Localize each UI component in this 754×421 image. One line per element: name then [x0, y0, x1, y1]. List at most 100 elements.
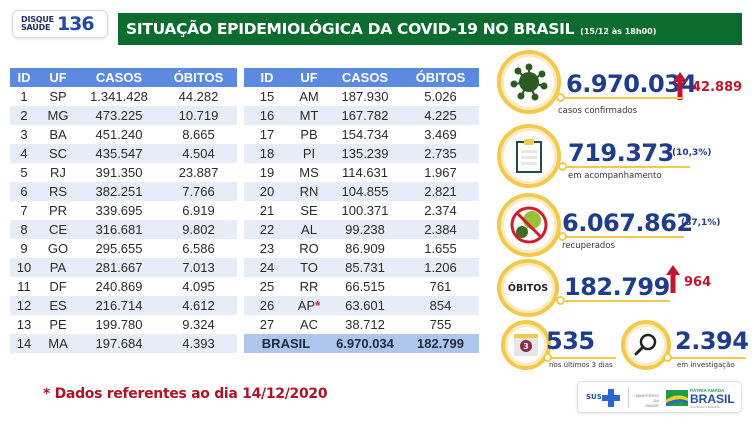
cell-obitos: 6.919 [182, 203, 215, 218]
table-row: 2 MG 473.225 10.719 [10, 106, 237, 125]
cell-obitos: 1.655 [424, 241, 457, 256]
table-row: 5 RJ 391.350 23.887 [10, 163, 237, 182]
cell-casos: 382.251 [78, 182, 160, 201]
table-row: 10 PA 281.667 7.013 [10, 258, 237, 277]
table-row: 15 AM 187.930 5.026 [244, 87, 479, 106]
divider-dot [556, 93, 565, 102]
cell-obitos: 2.374 [424, 203, 457, 218]
total-obitos: 182.799 [402, 334, 479, 353]
page-title: SITUAÇÃO EPIDEMIOLÓGICA DA COVID-19 NO B… [126, 20, 575, 38]
table-total-row: BRASIL 6.970.034 182.799 [244, 334, 479, 353]
divider-dot [556, 296, 565, 305]
confirmed-cases-value: 6.970.034 [566, 70, 697, 98]
col-obitos: ÓBITOS [160, 68, 237, 87]
cell-casos: 281.667 [78, 258, 160, 277]
table-row: 6 RS 382.251 7.766 [10, 182, 237, 201]
cell-id: 21 [259, 203, 275, 218]
cell-uf: AP* [290, 296, 328, 315]
cell-uf: SP [49, 89, 67, 104]
cell-obitos: 1.206 [402, 258, 479, 277]
col-casos: CASOS [78, 68, 160, 87]
cell-uf: AM [299, 89, 319, 104]
table-row: 24 TO 85.731 1.206 [244, 258, 479, 277]
divider-dot [558, 232, 567, 241]
cell-id: 6 [10, 182, 38, 201]
cell-casos: 295.655 [95, 241, 143, 256]
virus-icon [510, 63, 548, 101]
up-arrow-icon [673, 72, 687, 100]
cell-casos: 135.239 [328, 144, 402, 163]
divider-dot [558, 162, 567, 171]
cell-casos: 216.714 [78, 296, 160, 315]
cell-obitos: 755 [429, 317, 452, 332]
divider-dot [663, 353, 672, 362]
confirmed-cases-badge [497, 50, 561, 114]
cell-obitos: 23.887 [178, 165, 219, 180]
cell-id: 26 [244, 296, 290, 315]
table-row: 26 AP* 63.601 854 [244, 296, 479, 315]
cell-uf: RN [290, 182, 328, 201]
monitoring-badge [497, 124, 561, 188]
divider-line [560, 166, 690, 168]
hotline-label: DISQUE SAÚDE [21, 15, 54, 32]
up-arrow-icon [666, 265, 680, 293]
recovered-badge [497, 193, 561, 257]
cell-casos: 435.547 [78, 144, 160, 163]
cell-casos: 167.782 [328, 106, 402, 125]
cell-uf: DF [49, 279, 67, 294]
cell-casos: 240.869 [95, 279, 143, 294]
cell-casos: 85.731 [328, 258, 402, 277]
sus-logo-text: SUS [586, 393, 602, 401]
cell-id: 4 [10, 144, 38, 163]
col-casos: CASOS [328, 68, 402, 87]
cell-uf: ES [38, 296, 78, 315]
total-casos: 6.970.034 [328, 334, 402, 353]
disque-saude-136-logo: DISQUE SAÚDE 136 [12, 10, 108, 38]
cell-obitos: 3.469 [424, 127, 457, 142]
col-id: ID [10, 68, 38, 87]
cell-id: 25 [259, 279, 275, 294]
cell-id: 5 [20, 165, 28, 180]
divider-line [558, 300, 670, 302]
page-subtitle-date: (15/12 às 18h00) [580, 26, 657, 36]
cell-obitos: 1.967 [424, 165, 457, 180]
cell-uf: PE [49, 317, 67, 332]
table-row: 4 SC 435.547 4.504 [10, 144, 237, 163]
recovered-caption: recuperados [562, 241, 615, 251]
cell-obitos: 8.665 [182, 127, 215, 142]
cell-obitos: 4.393 [160, 334, 237, 353]
cell-id: 7 [20, 203, 28, 218]
cell-uf: RR [299, 279, 319, 294]
cell-casos: 197.684 [78, 334, 160, 353]
table-row: 16 MT 167.782 4.225 [244, 106, 479, 125]
table-row: 27 AC 38.712 755 [244, 315, 479, 334]
cell-obitos: 9.802 [160, 220, 237, 239]
cell-obitos: 10.719 [160, 106, 237, 125]
cell-obitos: 9.324 [182, 317, 215, 332]
cell-uf: GO [47, 241, 69, 256]
magnifier-icon [634, 333, 657, 356]
cell-id: 15 [259, 89, 275, 104]
cell-id: 24 [244, 258, 290, 277]
table-row: 17 PB 154.734 3.469 [244, 125, 479, 144]
cell-casos: 86.909 [345, 241, 385, 256]
monitoring-value: 719.373 [568, 139, 674, 167]
deaths-badge-label: ÓBITOS [507, 282, 549, 294]
page-title-bar: SITUAÇÃO EPIDEMIOLÓGICA DA COVID-19 NO B… [118, 13, 742, 45]
table-row: 9 GO 295.655 6.586 [10, 239, 237, 258]
gov-brand-logo: PÁTRIA AMADA BRASIL GOVERNO FEDERAL [690, 388, 735, 409]
cell-id: 23 [259, 241, 275, 256]
cell-obitos: 7.013 [160, 258, 237, 277]
cell-casos: 391.350 [95, 165, 143, 180]
cell-id: 13 [16, 317, 32, 332]
cell-id: 18 [244, 144, 290, 163]
states-table-right: ID UF CASOS ÓBITOS 15 AM 187.930 5.026 16 MT 1… [244, 68, 479, 353]
government-logos-box: SUS MINISTÉRIO DA SAÚDE PÁTRIA AMADA BRA… [577, 381, 742, 413]
cell-obitos: 761 [429, 279, 452, 294]
cell-uf: CE [38, 220, 78, 239]
cell-uf: AC [299, 317, 319, 332]
confirmed-cases-delta: 42.889 [692, 80, 743, 95]
cell-uf: PB [300, 127, 318, 142]
svg-text:3: 3 [523, 342, 529, 351]
cell-casos: 339.695 [95, 203, 143, 218]
